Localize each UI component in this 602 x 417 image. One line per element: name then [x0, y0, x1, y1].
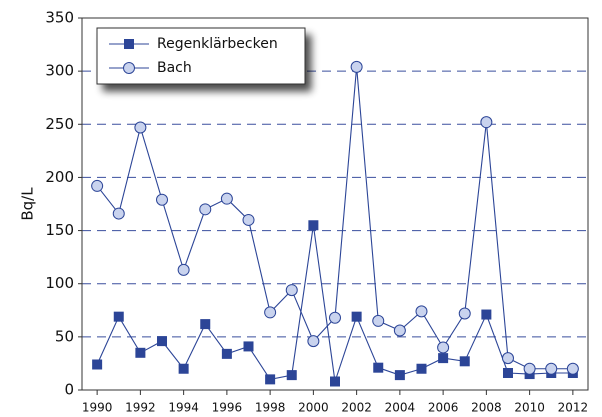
legend-marker — [123, 62, 135, 74]
data-point — [265, 374, 276, 385]
data-point — [415, 305, 428, 318]
x-tick-label: 2006 — [428, 401, 459, 415]
data-point — [373, 362, 384, 373]
data-point — [393, 324, 406, 337]
y-tick-label: 100 — [45, 274, 74, 292]
y-tick-label: 200 — [45, 168, 74, 186]
data-point — [221, 348, 232, 359]
data-point — [243, 341, 254, 352]
y-tick-label: 350 — [45, 9, 74, 27]
data-point — [481, 309, 492, 320]
series-line — [96, 225, 573, 382]
y-tick-label: 50 — [55, 327, 74, 345]
data-point — [330, 376, 340, 387]
x-tick-label: 2010 — [514, 401, 545, 415]
data-point — [523, 362, 536, 375]
y-tick-label: 300 — [45, 62, 74, 80]
data-point — [502, 367, 513, 378]
data-point — [458, 307, 471, 320]
data-point — [156, 193, 169, 206]
data-point — [286, 370, 297, 381]
x-tick-label: 2012 — [558, 401, 589, 415]
y-tick-label: 150 — [45, 221, 74, 239]
data-point — [372, 314, 385, 327]
legend-label: Bach — [157, 60, 192, 76]
data-point — [177, 263, 190, 276]
x-tick-label: 1998 — [255, 401, 286, 415]
data-point — [220, 192, 233, 205]
data-point — [438, 353, 449, 364]
data-point — [264, 306, 277, 319]
x-tick-label: 2000 — [298, 401, 329, 415]
data-point — [91, 179, 104, 192]
x-tick-label: 1996 — [212, 401, 243, 415]
data-point — [350, 60, 363, 73]
data-point — [566, 362, 579, 375]
data-point — [480, 116, 493, 129]
x-tick-label: 2004 — [385, 401, 416, 415]
y-tick-label: 0 — [64, 381, 74, 399]
data-point — [200, 319, 211, 330]
data-point — [416, 363, 427, 374]
data-point — [178, 363, 189, 374]
data-point — [134, 121, 147, 134]
y-axis-label: Bq/L — [19, 187, 37, 221]
data-point — [242, 213, 255, 226]
data-point — [199, 203, 212, 216]
data-point — [135, 347, 146, 358]
data-point — [112, 207, 125, 220]
x-tick-label: 1992 — [125, 401, 156, 415]
legend-box — [96, 27, 306, 85]
data-point — [157, 336, 168, 347]
data-point — [459, 356, 470, 367]
data-point — [437, 341, 450, 354]
data-point — [92, 359, 103, 370]
data-point — [329, 311, 341, 324]
x-tick-label: 2008 — [471, 401, 502, 415]
legend-marker — [124, 39, 134, 49]
x-tick-label: 2002 — [341, 401, 372, 415]
data-point — [307, 335, 320, 348]
data-point — [545, 362, 558, 375]
plot-frame — [81, 17, 589, 391]
legend-label: Regenklärbecken — [157, 36, 278, 52]
y-tick-label: 250 — [45, 115, 74, 133]
data-point — [501, 352, 514, 365]
legend: Regenklärbecken Bach — [96, 27, 306, 85]
x-tick-label: 1994 — [168, 401, 199, 415]
data-point — [113, 311, 124, 322]
data-point — [394, 370, 405, 381]
x-tick-label: 1990 — [82, 401, 113, 415]
data-point — [308, 220, 319, 231]
data-point — [351, 311, 362, 322]
data-point — [285, 284, 298, 297]
